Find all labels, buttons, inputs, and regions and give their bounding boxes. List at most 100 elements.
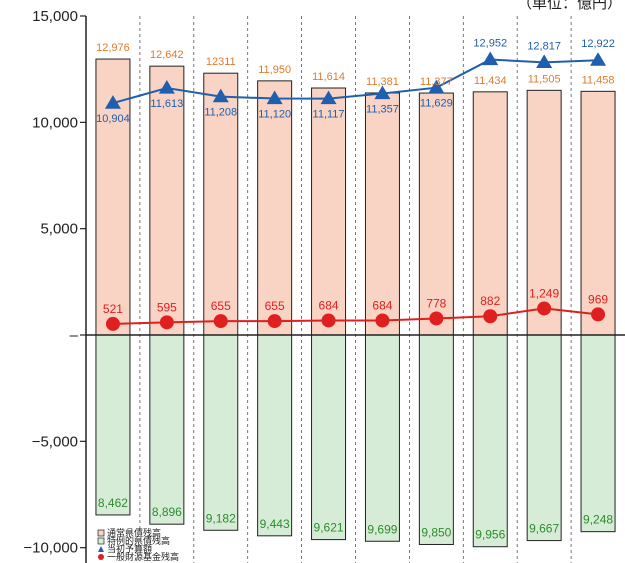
special-debt-label: 9,699 xyxy=(367,522,397,536)
regular-debt-label: 12,976 xyxy=(96,42,130,54)
legend-label: 通常県債残高 xyxy=(107,527,161,538)
regular-debt-label: 11,950 xyxy=(258,64,291,76)
bar-special-debt xyxy=(149,334,185,525)
grid xyxy=(139,16,572,563)
fund-label: 521 xyxy=(103,302,123,316)
fund-point xyxy=(591,307,606,322)
bar-regular-debt xyxy=(203,72,239,336)
fund-point xyxy=(159,315,174,330)
fund-point xyxy=(537,301,552,316)
regular-debt-label: 11,434 xyxy=(474,75,507,87)
bar-regular-debt xyxy=(580,90,616,336)
bar-regular-debt xyxy=(472,91,508,336)
fund-label: 684 xyxy=(372,298,392,312)
fund-point xyxy=(429,311,444,326)
budget-label: 11,117 xyxy=(313,109,345,121)
fund-label: 655 xyxy=(265,299,285,313)
bar-special-debt xyxy=(526,334,562,542)
budget-label: 12,952 xyxy=(473,38,507,50)
bar-special-debt xyxy=(203,334,239,531)
fund-point xyxy=(267,314,282,329)
y-tick-label: −10,000 xyxy=(23,540,78,557)
budget-point xyxy=(104,95,121,109)
special-debt-label: 9,850 xyxy=(421,525,451,539)
budget-label: 12,817 xyxy=(527,40,561,52)
budget-label: 11,613 xyxy=(150,98,183,110)
fund-point xyxy=(105,316,120,331)
bar-special-debt xyxy=(472,334,508,548)
special-debt-label: 9,667 xyxy=(529,522,559,536)
bar-regular-debt xyxy=(418,92,454,336)
bar-special-debt xyxy=(257,334,293,537)
data-labels: 12,976 12,642 12311 11,950 11,614 11,381 11,37… xyxy=(96,38,615,542)
regular-debt-label: 12311 xyxy=(206,56,236,68)
special-debt-label: 8,462 xyxy=(98,496,128,510)
y-tick-label: −5,000 xyxy=(32,433,78,450)
budget-label: 11,208 xyxy=(204,107,237,119)
unit-label: （単位：億円） xyxy=(517,0,622,12)
special-debt-label: 9,248 xyxy=(583,513,613,527)
y-tick-label: 5,000 xyxy=(40,221,78,238)
bars xyxy=(95,58,616,548)
budget-label: 10,904 xyxy=(96,113,130,125)
y-tick-label: 15,000 xyxy=(32,8,78,25)
budget-point xyxy=(158,80,175,94)
budget-point xyxy=(320,90,337,105)
bar-special-debt xyxy=(418,334,454,545)
budget-point xyxy=(482,51,499,66)
fund-label: 969 xyxy=(588,292,608,306)
budget-label: 11,629 xyxy=(420,98,453,110)
bar-regular-debt xyxy=(149,65,185,336)
y-tick-label: 10,000 xyxy=(32,114,78,131)
legend-swatch xyxy=(98,546,104,552)
fund-point xyxy=(321,313,336,328)
budget-line xyxy=(112,58,599,105)
legend-label: 特例的県債残高 xyxy=(107,535,170,546)
budget-point xyxy=(428,79,445,94)
fund-label: 1,249 xyxy=(529,286,559,300)
budget-point xyxy=(536,54,553,69)
regular-debt-label: 11,458 xyxy=(582,74,615,86)
regular-debt-label: 11,377 xyxy=(420,76,453,88)
bar-special-debt xyxy=(95,334,131,516)
legend-label: 一般財源基金残高 xyxy=(107,551,179,562)
fund-label: 595 xyxy=(157,300,177,314)
special-debt-label: 8,896 xyxy=(152,505,182,519)
legend-label: 当初予算額 xyxy=(107,543,152,554)
lines xyxy=(104,51,607,331)
budget-point xyxy=(266,90,283,105)
bar-regular-debt xyxy=(526,89,562,336)
legend-swatch xyxy=(98,554,104,560)
fund-line xyxy=(112,307,599,325)
bar-special-debt xyxy=(364,334,400,542)
bar-special-debt xyxy=(311,334,347,541)
legend-swatch xyxy=(97,537,105,545)
regular-debt-label: 11,614 xyxy=(312,71,345,83)
regular-debt-label: 11,505 xyxy=(528,73,561,85)
budget-label: 11,357 xyxy=(366,103,399,115)
special-debt-label: 9,182 xyxy=(206,511,236,525)
fund-point xyxy=(483,309,498,324)
budget-point xyxy=(590,52,607,66)
special-debt-label: 9,956 xyxy=(475,528,505,542)
legend-background xyxy=(95,528,183,563)
y-axis: 15,000 10,000 5,000 – −5,000 −10,000 xyxy=(23,8,625,563)
y-tick-label: – xyxy=(70,327,79,344)
budget-point xyxy=(212,88,229,103)
budget-label: 11,120 xyxy=(258,109,291,121)
regular-debt-label: 11,381 xyxy=(366,76,399,88)
special-debt-label: 9,621 xyxy=(314,521,344,535)
fund-label: 655 xyxy=(211,299,231,313)
fund-label: 684 xyxy=(319,298,339,312)
regular-debt-label: 12,642 xyxy=(150,49,184,61)
bar-special-debt xyxy=(580,334,616,533)
special-debt-label: 9,443 xyxy=(260,517,290,531)
fund-label: 778 xyxy=(426,296,446,310)
fund-point xyxy=(213,314,228,329)
budget-point xyxy=(374,85,391,100)
fund-point xyxy=(375,313,390,328)
fund-label: 882 xyxy=(480,294,500,308)
budget-label: 12,922 xyxy=(581,38,615,50)
